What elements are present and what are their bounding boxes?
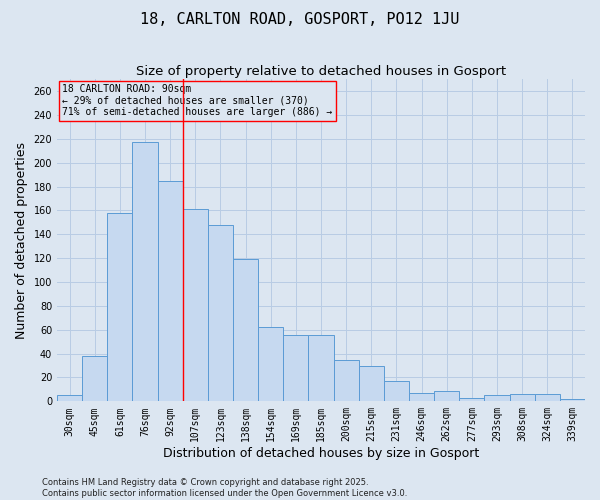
Bar [208,224,233,402]
Bar [459,398,484,402]
Bar [560,399,585,402]
Y-axis label: Number of detached properties: Number of detached properties [15,142,28,339]
Text: 18, CARLTON ROAD, GOSPORT, PO12 1JU: 18, CARLTON ROAD, GOSPORT, PO12 1JU [140,12,460,28]
Bar [535,394,560,402]
Bar [409,393,434,402]
X-axis label: Distribution of detached houses by size in Gosport: Distribution of detached houses by size … [163,447,479,460]
Bar [509,394,535,402]
Bar [258,328,283,402]
Bar [233,260,258,402]
Bar [484,396,509,402]
Bar [434,390,459,402]
Bar [158,180,183,402]
Text: 18 CARLTON ROAD: 90sqm
← 29% of detached houses are smaller (370)
71% of semi-de: 18 CARLTON ROAD: 90sqm ← 29% of detached… [62,84,332,117]
Bar [133,142,158,402]
Bar [283,334,308,402]
Bar [82,356,107,402]
Bar [384,381,409,402]
Text: Contains HM Land Registry data © Crown copyright and database right 2025.
Contai: Contains HM Land Registry data © Crown c… [42,478,407,498]
Bar [107,213,133,402]
Bar [183,209,208,402]
Bar [308,334,334,402]
Bar [57,396,82,402]
Title: Size of property relative to detached houses in Gosport: Size of property relative to detached ho… [136,65,506,78]
Bar [334,360,359,402]
Bar [359,366,384,402]
